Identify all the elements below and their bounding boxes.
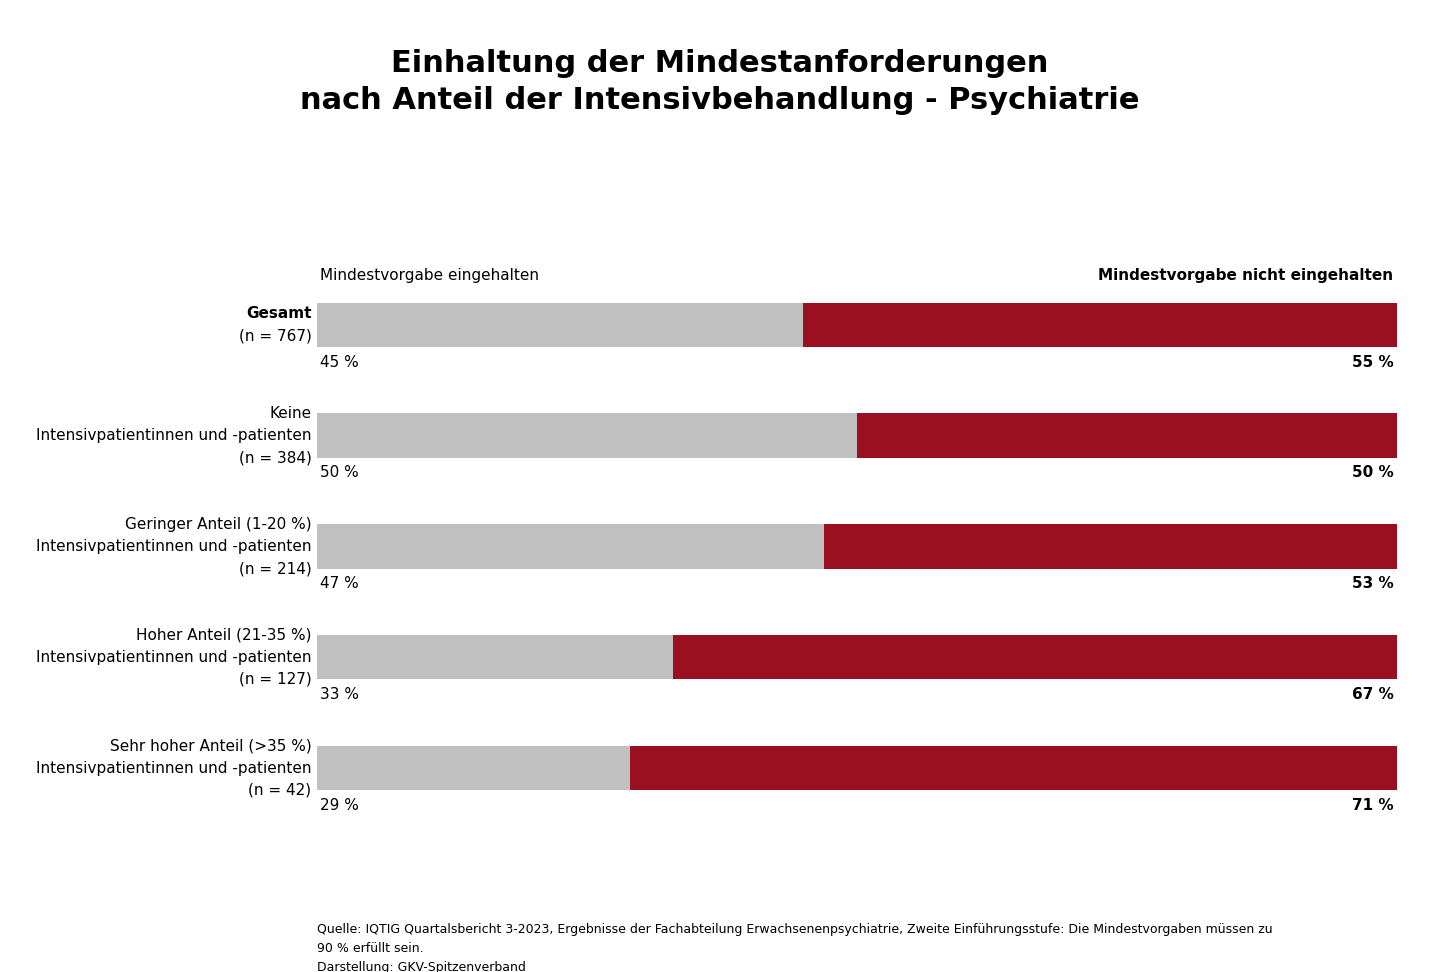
Text: Intensivpatientinnen und -patienten: Intensivpatientinnen und -patienten: [36, 428, 311, 443]
Text: 71 %: 71 %: [1352, 798, 1394, 813]
Bar: [631, 746, 1397, 790]
Bar: [674, 635, 1397, 679]
Bar: [857, 413, 1397, 458]
Text: 45 %: 45 %: [320, 355, 359, 369]
Bar: [317, 746, 631, 790]
Bar: [825, 524, 1397, 569]
Text: Geringer Anteil (1-20 %): Geringer Anteil (1-20 %): [125, 517, 311, 532]
Text: (n = 214): (n = 214): [239, 561, 311, 576]
Text: Sehr hoher Anteil (>35 %): Sehr hoher Anteil (>35 %): [109, 739, 311, 753]
Text: (n = 42): (n = 42): [248, 782, 311, 798]
Bar: [804, 302, 1397, 347]
Text: 50 %: 50 %: [320, 466, 359, 480]
Text: Gesamt: Gesamt: [246, 306, 311, 321]
Bar: [317, 524, 825, 569]
Text: 29 %: 29 %: [320, 798, 359, 813]
Text: Intensivpatientinnen und -patienten: Intensivpatientinnen und -patienten: [36, 649, 311, 665]
Text: Intensivpatientinnen und -patienten: Intensivpatientinnen und -patienten: [36, 538, 311, 554]
Text: 53 %: 53 %: [1352, 576, 1394, 591]
Text: 55 %: 55 %: [1352, 355, 1394, 369]
Text: Intensivpatientinnen und -patienten: Intensivpatientinnen und -patienten: [36, 760, 311, 776]
Text: 50 %: 50 %: [1352, 466, 1394, 480]
Text: Hoher Anteil (21-35 %): Hoher Anteil (21-35 %): [135, 628, 311, 642]
Text: Einhaltung der Mindestanforderungen
nach Anteil der Intensivbehandlung - Psychia: Einhaltung der Mindestanforderungen nach…: [301, 49, 1139, 115]
Text: Mindestvorgabe eingehalten: Mindestvorgabe eingehalten: [320, 267, 539, 283]
Bar: [317, 413, 857, 458]
Text: Quelle: IQTIG Quartalsbericht 3-2023, Ergebnisse der Fachabteilung Erwachsenenps: Quelle: IQTIG Quartalsbericht 3-2023, Er…: [317, 923, 1273, 972]
Text: (n = 127): (n = 127): [239, 672, 311, 687]
Bar: [317, 302, 804, 347]
Text: (n = 384): (n = 384): [239, 450, 311, 466]
Text: Keine: Keine: [269, 406, 311, 421]
Text: 47 %: 47 %: [320, 576, 359, 591]
Text: (n = 767): (n = 767): [239, 329, 311, 343]
Text: Mindestvorgabe nicht eingehalten: Mindestvorgabe nicht eingehalten: [1099, 267, 1394, 283]
Bar: [317, 635, 674, 679]
Text: 33 %: 33 %: [320, 687, 359, 702]
Text: 67 %: 67 %: [1352, 687, 1394, 702]
